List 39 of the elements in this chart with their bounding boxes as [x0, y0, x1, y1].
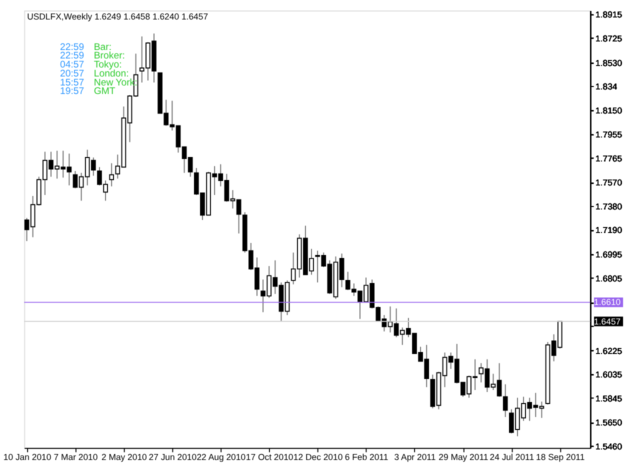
- x-tick-label: 3 Apr 2011: [394, 452, 436, 462]
- y-tick-label: 1.7765: [595, 153, 622, 164]
- y-tick-label: 1.8530: [595, 58, 622, 68]
- text: 22:59 Broker:: [60, 50, 125, 62]
- y-tick-label: 1.5845: [595, 393, 622, 404]
- x-tick-label: 22 Aug 2010: [196, 452, 246, 462]
- y-tick-label: 1.6035: [595, 370, 622, 380]
- x-tick-label: 18 Sep 2011: [536, 452, 585, 462]
- y-tick-label: 1.8725: [595, 33, 622, 44]
- ref-line-label: 1.6610: [594, 297, 621, 308]
- text: 20:57 London:: [60, 68, 129, 80]
- x-tick-label: 17 Oct 2010: [246, 452, 294, 462]
- y-tick-label: 1.7190: [595, 225, 622, 236]
- x-tick-label: 24 Jul 2011: [490, 452, 534, 462]
- x-tick-label: 29 May 2011: [438, 452, 488, 462]
- y-tick-label: 1.8150: [595, 105, 622, 116]
- text: 22:59 Bar:: [60, 42, 112, 53]
- y-tick-label: 1.6225: [595, 346, 622, 356]
- text: 04:57 Tokyo:: [60, 60, 122, 71]
- y-tick-label: 1.834: [595, 82, 618, 92]
- y-tick-label: 1.6805: [595, 273, 622, 284]
- y-tick-label: 1.7955: [595, 130, 622, 140]
- x-tick-label: 7 Mar 2010: [54, 452, 98, 462]
- ref-line-label: 1.6457: [594, 316, 621, 326]
- y-tick-label: 1.7570: [595, 178, 622, 188]
- y-tick-label: 1.6995: [595, 250, 622, 260]
- candlestick: [109, 162, 114, 187]
- x-tick-label: 10 Jan 2010: [3, 452, 52, 462]
- y-tick-label: 1.5460: [595, 441, 622, 452]
- x-tick-label: 12 Dec 2010: [293, 452, 343, 462]
- y-tick-label: 1.7380: [595, 201, 622, 212]
- chart-title: USDLFX,Weekly 1.6249 1.6458 1.6240 1.6457: [27, 11, 208, 22]
- x-tick-label: 27 Jun 2010: [148, 452, 197, 462]
- y-tick-label: 1.8915: [595, 10, 622, 20]
- x-tick-label: 2 May 2010: [101, 452, 148, 462]
- candlestick: [502, 384, 508, 418]
- text: 19:57 GMT: [60, 86, 116, 98]
- x-tick-label: 6 Feb 2011: [344, 452, 388, 462]
- y-tick-label: 1.5650: [595, 418, 622, 428]
